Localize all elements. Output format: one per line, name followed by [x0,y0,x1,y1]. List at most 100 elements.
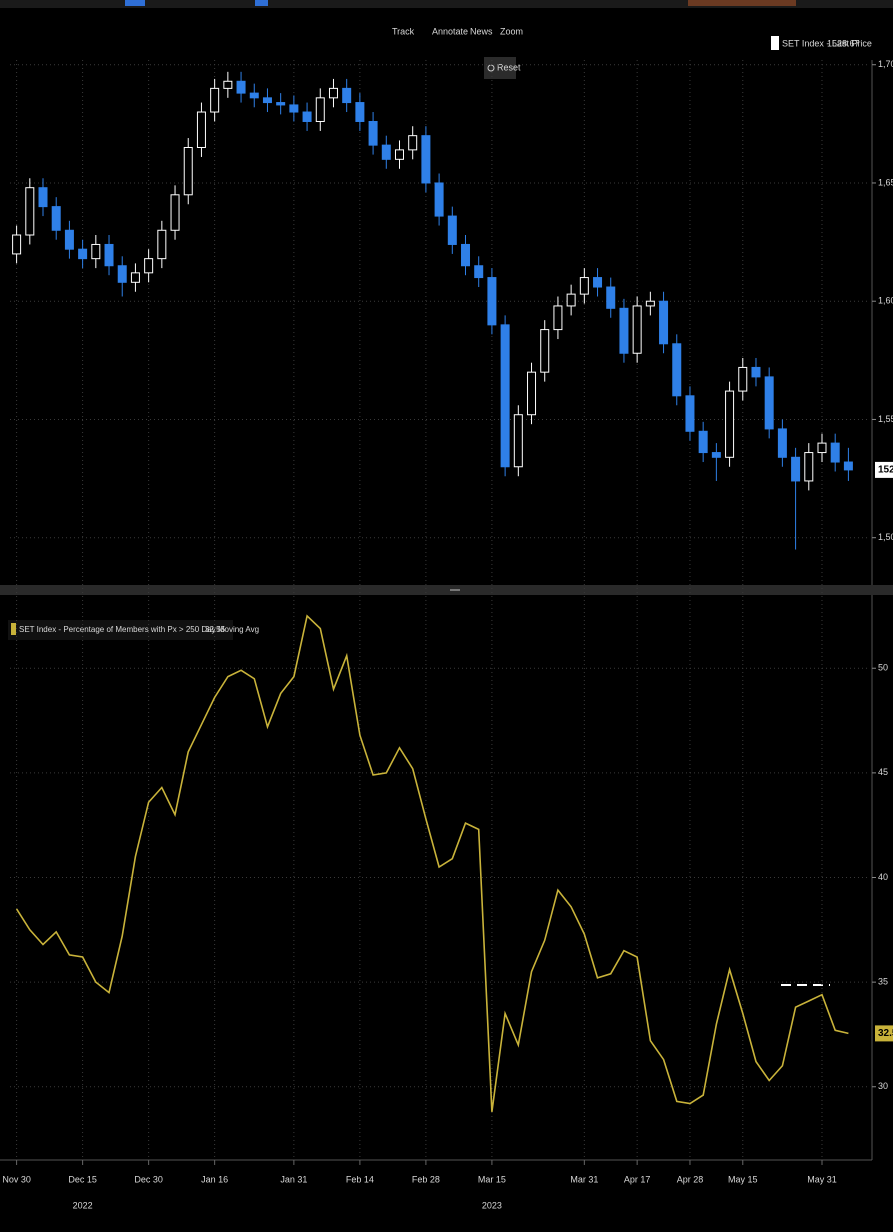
y-tick-label: 1,650 [878,177,893,187]
y-tick-label: 30 [878,1081,888,1091]
legend-swatch [771,36,779,50]
y-tick-label: 50 [878,663,888,673]
tab-marker [125,0,145,6]
news-button[interactable]: News [470,26,493,36]
x-tick-label: Jan 16 [201,1174,228,1184]
x-tick-label: Jan 31 [280,1174,307,1184]
candle-body [804,452,814,482]
candle-body [487,277,497,326]
candle-body [394,149,404,160]
y-tick-label: 1,550 [878,414,893,424]
candle-body [830,442,840,463]
candle-body [210,87,220,113]
legend-label: SET Index - Percentage of Members with P… [19,625,259,634]
candle-body [302,111,312,122]
candle-body [157,229,167,260]
x-tick-label: May 31 [807,1174,837,1184]
candle-body [540,329,550,373]
candle-body [249,92,259,99]
candle-body [408,135,418,151]
candle-body [144,258,154,274]
x-year-label: 2022 [73,1200,93,1210]
candle-body [672,343,682,397]
candle-body [527,371,537,416]
candle-body [698,430,708,454]
candle-body [606,286,616,309]
candle-body [368,120,378,146]
candle-body [315,97,325,122]
candle-body [421,135,431,184]
candle-body [342,87,352,104]
tab-marker [688,0,796,6]
y-tick-label: 45 [878,767,888,777]
candle-body [236,80,246,94]
candle-body [117,265,127,283]
legend-label: SET Index - Last Price [782,38,872,48]
candle-body [78,248,88,260]
x-tick-label: Feb 14 [346,1174,374,1184]
candle-body [38,187,48,208]
candle-body [461,243,471,267]
legend-swatch [11,623,16,635]
annotate-button[interactable]: Annotate [432,26,468,36]
candle-body [645,300,655,307]
candle-body [817,442,827,454]
candle-body [355,102,365,122]
price-tag [875,461,893,478]
candle-body [64,229,74,250]
candle-body [12,234,22,255]
value-tag-label: 32.55 [878,1028,893,1039]
candle-body [843,461,853,471]
candle-body [289,104,299,113]
series-line [15,614,849,1113]
candle-body [51,206,61,231]
candle-body [632,305,642,354]
zoom-button[interactable]: Zoom [500,26,523,36]
panel-divider[interactable] [0,585,893,595]
candle-body [685,395,695,432]
reset-button-bg[interactable] [484,57,516,79]
x-tick-label: Apr 28 [677,1174,704,1184]
y-tick-label: 40 [878,872,888,882]
candle-body [566,293,576,307]
legend-last-value: 32.55 [205,625,226,634]
candle-body [513,414,523,468]
candle-body [170,194,180,231]
price-tag-label: 1528.67 [878,465,893,476]
candle-body [434,182,444,217]
x-tick-label: May 15 [728,1174,758,1184]
candle-body [381,144,391,160]
y-tick-label: 35 [878,977,888,987]
toolbar: Track Annotate News Zoom Reset [392,26,523,79]
value-tag [875,1025,893,1042]
candle-body [593,277,603,288]
candle-body [777,428,787,458]
candle-body [619,307,629,354]
candle-body [500,324,510,468]
legend-bg [8,620,233,640]
reset-button[interactable]: Reset [497,62,521,72]
x-tick-label: Mar 31 [570,1174,598,1184]
x-tick-label: Apr 17 [624,1174,651,1184]
candle-body [751,366,761,378]
legend-last-value: 1528.67 [827,38,860,48]
candle-body [553,305,563,331]
x-tick-label: Dec 30 [134,1174,163,1184]
tab-marker [255,0,268,6]
candle-body [764,376,774,430]
candle-body [711,452,721,458]
candle-body [447,215,457,245]
x-tick-label: Mar 15 [478,1174,506,1184]
x-year-label: 2023 [482,1200,502,1210]
candle-body [474,265,484,279]
x-tick-label: Feb 28 [412,1174,440,1184]
candle-body [659,300,669,345]
track-button[interactable]: Track [392,26,415,36]
divider-grip [450,589,460,591]
candle-body [579,277,589,295]
candle-body [328,87,338,99]
candle-body [791,456,801,482]
candle-body [91,243,101,260]
